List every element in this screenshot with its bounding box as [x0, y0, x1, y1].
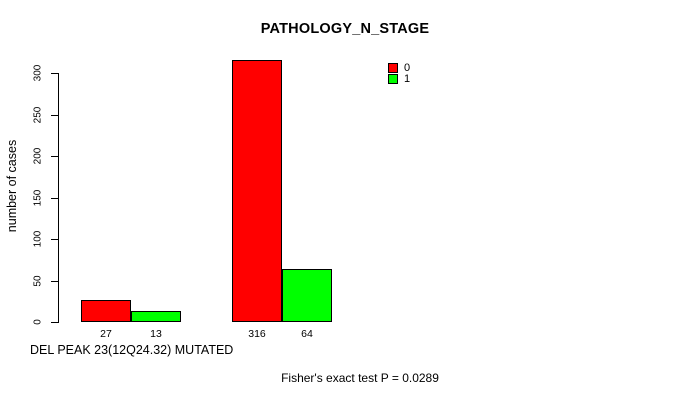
bar-value-label: 27 — [100, 328, 112, 340]
y-axis-line — [58, 73, 59, 323]
legend-entry-0: 0 — [388, 62, 411, 74]
legend-swatch-0 — [388, 63, 398, 73]
bar-series-0-group-1 — [81, 300, 131, 322]
x-axis-label: DEL PEAK 23(12Q24.32) MUTATED — [30, 343, 234, 357]
y-tick-mark — [51, 115, 58, 116]
bar-value-label: 316 — [248, 328, 266, 340]
y-tick-mark — [51, 239, 58, 240]
legend-swatch-1 — [388, 74, 398, 84]
y-tick-label: 250 — [32, 106, 44, 124]
bar-series-1-group-1 — [131, 311, 181, 322]
bar-value-label: 13 — [150, 328, 162, 340]
y-tick-mark — [51, 156, 58, 157]
y-tick-label: 100 — [32, 230, 44, 248]
y-tick-label: 50 — [32, 275, 44, 287]
y-tick-label: 200 — [32, 147, 44, 165]
y-tick-mark — [51, 281, 58, 282]
y-tick-mark — [51, 322, 58, 323]
y-tick-label: 300 — [32, 64, 44, 82]
bar-series-0-group-2 — [232, 60, 282, 322]
chart-title: PATHOLOGY_N_STAGE — [260, 21, 430, 37]
bar-value-label: 64 — [301, 328, 313, 340]
legend-label: 0 — [404, 62, 411, 74]
y-tick-label: 150 — [32, 189, 44, 207]
fisher-test-annotation: Fisher's exact test P = 0.0289 — [281, 371, 439, 385]
legend-label: 1 — [404, 73, 411, 85]
legend-entry-1: 1 — [388, 73, 411, 85]
y-tick-label: 0 — [32, 319, 44, 325]
bar-series-1-group-2 — [282, 269, 332, 322]
y-tick-mark — [51, 73, 58, 74]
y-tick-mark — [51, 198, 58, 199]
